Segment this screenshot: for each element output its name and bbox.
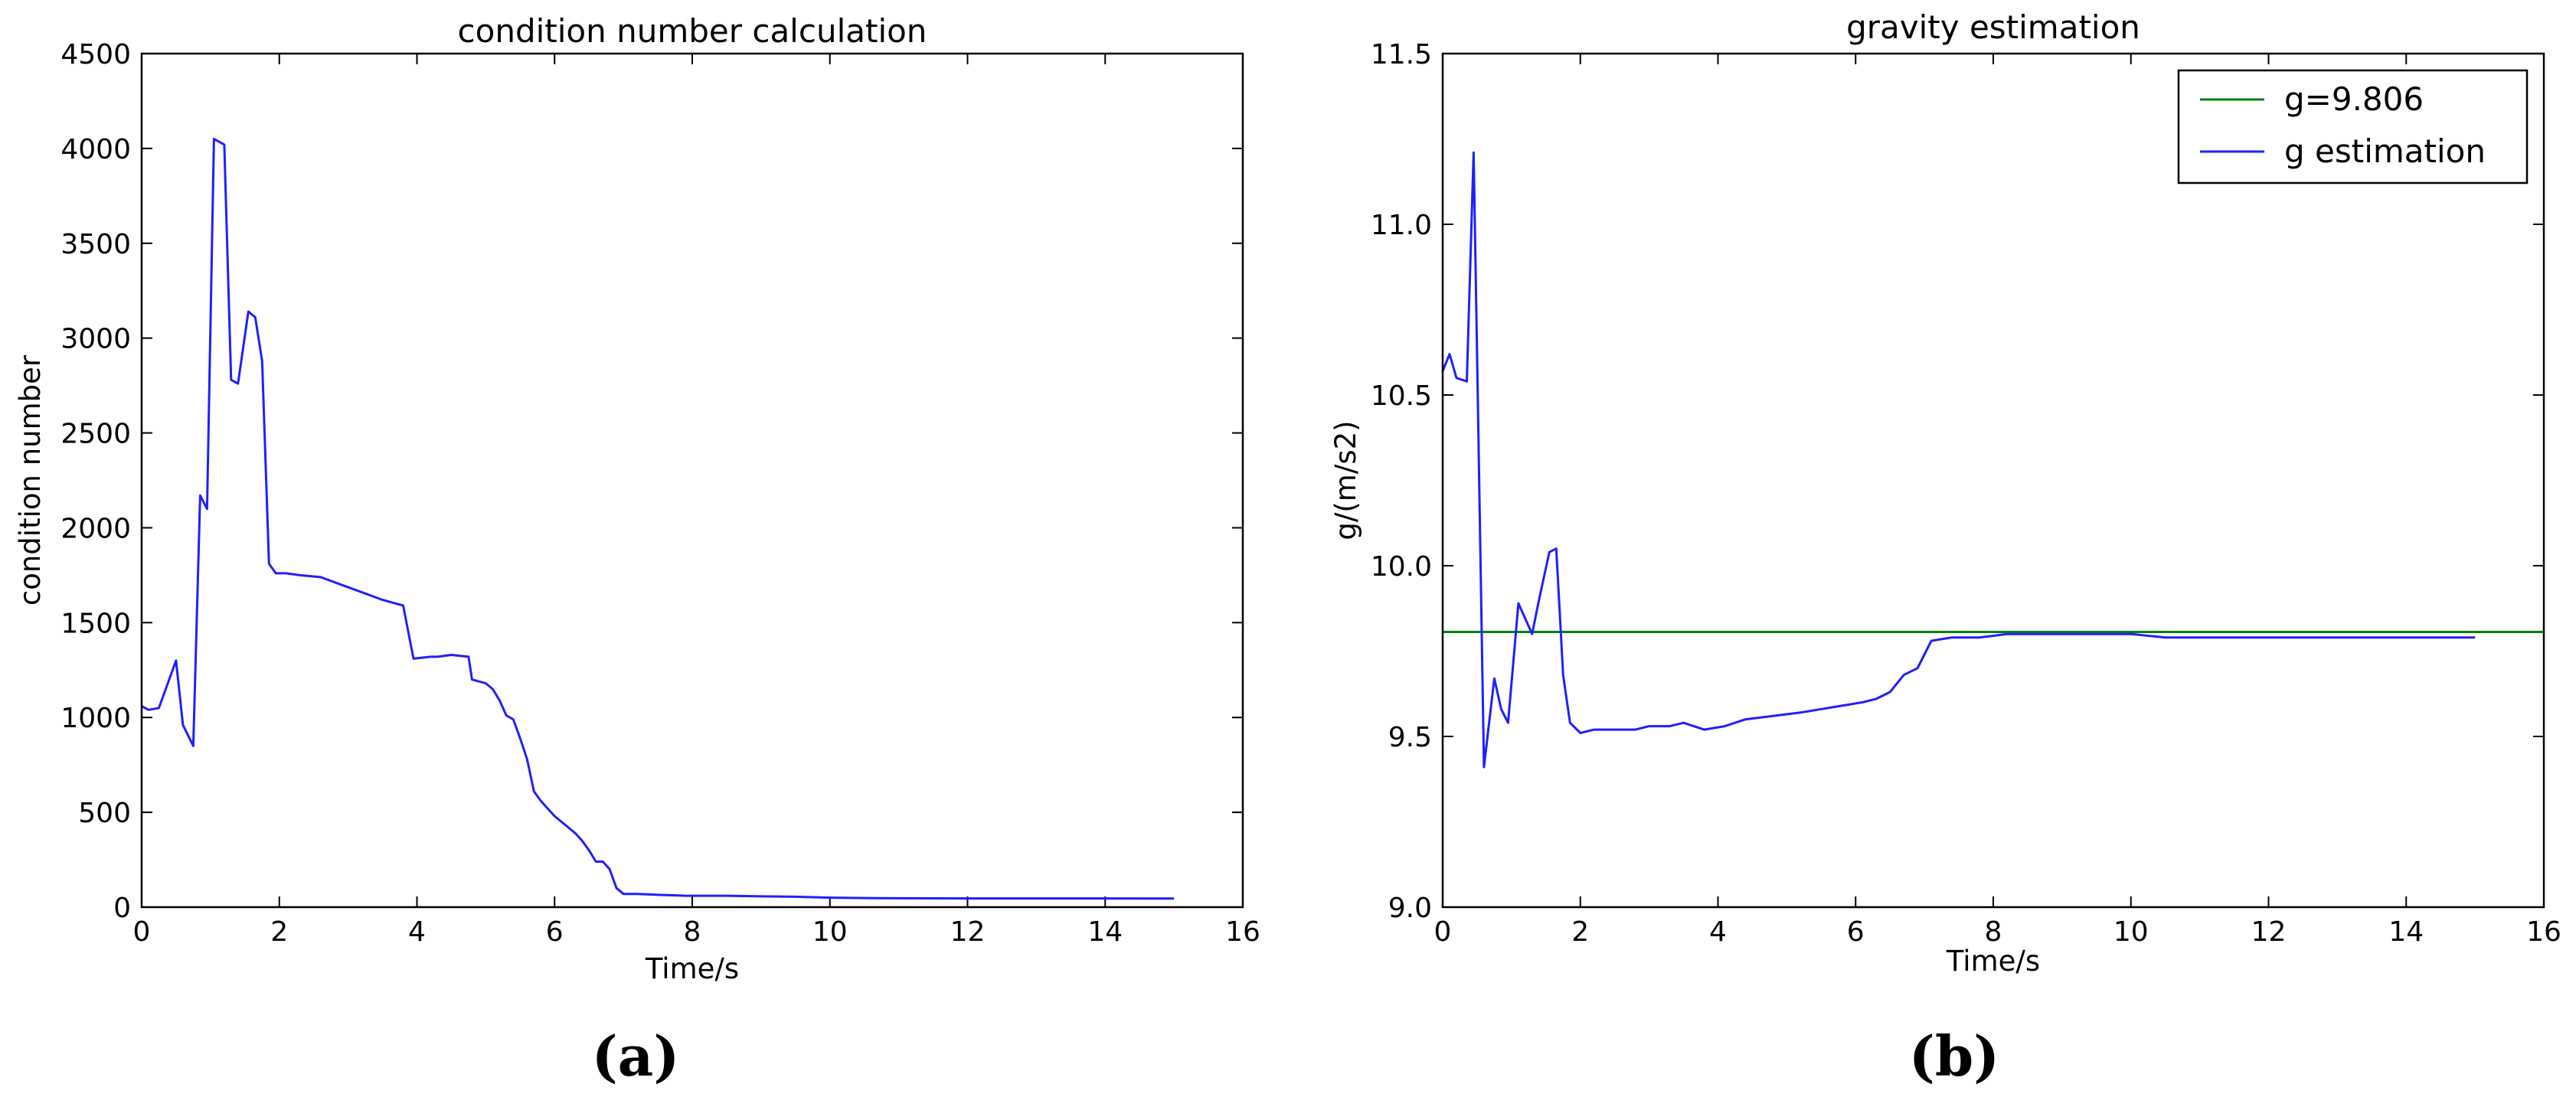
panel-caption: (b) [1909, 1024, 1999, 1089]
y-axis-label: g/(m/s2) [1329, 420, 1362, 540]
x-tick-label: 4 [1709, 916, 1727, 948]
panel-b: 0 2 4 6 8 10 12 14 16 9.0 9.5 10.0 10.5 11.0 11.5 gravi… [1329, 8, 2561, 1089]
x-tick-label: 12 [950, 916, 986, 948]
legend-label: g estimation [2284, 132, 2486, 170]
panel-caption: (a) [592, 1024, 680, 1089]
y-tick-label: 11.0 [1371, 210, 1432, 241]
series-line-g-estimation [1441, 151, 2476, 769]
x-tick-label: 8 [1985, 916, 2002, 948]
chart-title: gravity estimation [1846, 8, 2140, 46]
x-tick-label: 6 [1847, 916, 1865, 948]
y-tick-label: 2000 [60, 513, 131, 544]
y-tick-label: 3000 [60, 324, 131, 355]
y-tick-label: 1000 [60, 703, 131, 734]
legend-label: g=9.806 [2284, 80, 2424, 118]
plot-frame [1441, 52, 2545, 909]
y-tick-label: 9.0 [1388, 893, 1432, 924]
x-tick-label: 16 [1225, 916, 1260, 948]
y-tick-label: 4500 [60, 39, 131, 70]
x-tick-label: 14 [2388, 916, 2424, 948]
plot-frame [140, 52, 1244, 909]
y-tick-label: 0 [113, 893, 131, 924]
series-line-data [141, 138, 1175, 900]
y-tick-label: 500 [78, 798, 131, 829]
x-tick-label: 14 [1087, 916, 1123, 948]
x-tick-label: 16 [2526, 916, 2561, 948]
y-tick-label: 3500 [60, 229, 131, 260]
x-tick-label: 10 [2113, 916, 2149, 948]
panel-a: 0 2 4 6 8 10 12 14 16 0 500 1000 1500 2000 2500 3000 350… [14, 12, 1260, 1089]
y-tick-label: 9.5 [1388, 722, 1432, 753]
x-tick-label: 10 [812, 916, 848, 948]
x-tick-label: 2 [270, 916, 288, 948]
x-tick-label: 2 [1571, 916, 1589, 948]
y-tick-label: 1500 [60, 608, 131, 639]
x-tick-label: 12 [2251, 916, 2287, 948]
x-tick-label: 0 [133, 916, 151, 948]
legend-box [2177, 69, 2529, 184]
y-tick-label: 10.5 [1371, 380, 1432, 412]
x-tick-label: 4 [408, 916, 426, 948]
x-tick-label: 8 [684, 916, 701, 948]
x-axis-label: Time/s [1946, 945, 2040, 978]
y-tick-label: 4000 [60, 134, 131, 165]
y-tick-label: 10.0 [1371, 551, 1432, 583]
y-tick-label: 11.5 [1371, 39, 1432, 70]
y-axis-label: condition number [14, 354, 47, 606]
x-axis-label: Time/s [645, 952, 739, 985]
x-tick-label: 0 [1434, 916, 1452, 948]
chart-title: condition number calculation [458, 12, 927, 50]
y-tick-label: 2500 [60, 419, 131, 450]
x-tick-label: 6 [546, 916, 564, 948]
